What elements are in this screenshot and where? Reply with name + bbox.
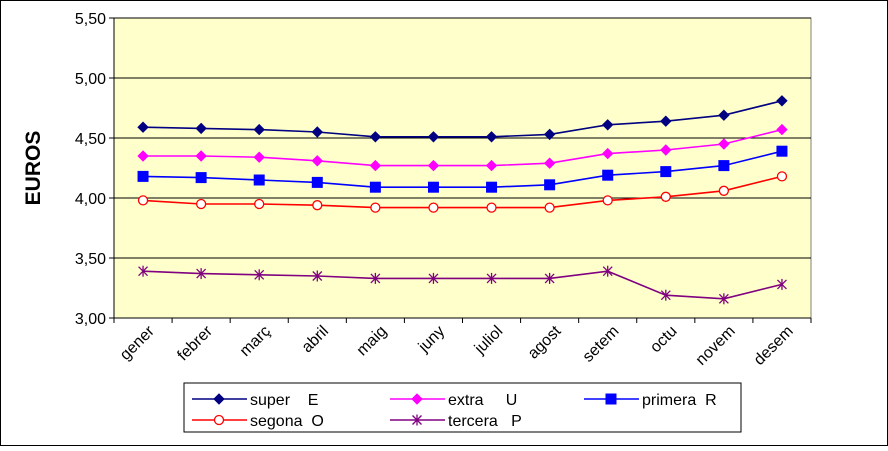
data-point <box>428 272 439 284</box>
legend-label: extra U <box>448 392 517 409</box>
data-point <box>544 272 555 284</box>
data-point <box>602 265 613 277</box>
series-2 <box>137 145 788 193</box>
series-line <box>143 150 783 188</box>
legend-marker <box>213 414 225 426</box>
data-point <box>660 289 671 301</box>
data-point <box>602 147 614 160</box>
y-tick-label: 5,00 <box>75 71 106 88</box>
data-point <box>718 138 730 150</box>
series-group <box>137 95 788 305</box>
data-point <box>543 157 556 169</box>
data-point <box>718 160 730 172</box>
data-point <box>196 268 207 280</box>
data-point <box>254 198 265 210</box>
y-tick-label: 3,00 <box>75 311 106 328</box>
legend-label: super E <box>250 392 318 409</box>
data-point <box>311 155 323 167</box>
data-point <box>312 200 323 211</box>
series-line <box>142 175 783 209</box>
y-tick-label: 3,50 <box>75 251 106 268</box>
y-tick-label: 4,50 <box>75 131 106 148</box>
legend-label: segona O <box>250 413 324 430</box>
data-point <box>428 202 439 213</box>
data-point <box>427 131 440 143</box>
data-point <box>660 115 672 127</box>
data-point <box>427 159 440 172</box>
data-point <box>660 144 672 156</box>
data-point <box>776 278 787 290</box>
data-point <box>369 131 382 143</box>
data-point <box>486 202 497 213</box>
data-point <box>776 95 788 107</box>
legend: super E extra U primera R segona O tercera P <box>183 382 742 433</box>
data-point <box>369 159 382 172</box>
data-point <box>427 181 439 193</box>
legend-marker <box>411 393 423 405</box>
data-point <box>370 202 381 213</box>
data-point <box>311 176 323 188</box>
series-line <box>143 100 783 138</box>
data-point <box>718 109 730 121</box>
data-point <box>544 202 555 213</box>
data-point <box>312 270 323 282</box>
legend-entry: primera R <box>584 392 717 409</box>
data-point <box>253 123 265 136</box>
data-point <box>544 179 556 191</box>
series-1 <box>137 123 788 172</box>
legend-entry: super E <box>192 392 318 409</box>
data-point <box>543 128 556 141</box>
y-tick-label: 5,50 <box>75 11 106 28</box>
legend-marker <box>605 393 617 405</box>
data-point <box>195 198 207 210</box>
data-point <box>137 121 149 133</box>
data-point <box>137 170 149 182</box>
data-point <box>370 272 381 284</box>
y-tick-label: 4,00 <box>75 191 106 208</box>
series-3 <box>137 171 788 213</box>
data-point <box>776 145 788 157</box>
legend-box <box>183 382 742 433</box>
data-point <box>195 172 207 184</box>
data-point <box>602 169 614 181</box>
legend-label: tercera P <box>448 413 522 430</box>
series-4 <box>138 265 787 305</box>
legend-label: primera R <box>642 392 717 409</box>
legend-entry: extra U <box>390 392 517 409</box>
data-point <box>253 151 265 163</box>
data-point <box>660 166 672 178</box>
data-point <box>718 293 729 305</box>
data-point <box>369 181 381 193</box>
legend-entry: tercera P <box>390 413 522 430</box>
data-point <box>137 150 149 162</box>
legend-marker <box>213 393 225 405</box>
data-point <box>718 185 730 196</box>
data-point <box>660 191 671 202</box>
legend-marker <box>412 414 422 426</box>
series-0 <box>137 95 788 143</box>
legend-entry: segona O <box>192 413 324 430</box>
data-point <box>602 195 613 206</box>
data-point <box>138 265 149 277</box>
data-point <box>195 122 207 135</box>
data-point <box>137 195 149 206</box>
data-point <box>195 150 207 162</box>
data-point <box>253 174 265 186</box>
series-line <box>143 128 783 167</box>
data-point <box>311 126 323 138</box>
data-point <box>776 123 788 136</box>
data-point <box>602 119 614 131</box>
series-line <box>143 270 783 300</box>
data-point <box>486 181 498 193</box>
y-axis-label: EUROS <box>22 131 45 206</box>
data-point <box>486 272 497 284</box>
data-point <box>254 269 265 281</box>
data-point <box>485 131 498 143</box>
data-point <box>485 159 498 172</box>
data-point <box>776 171 788 182</box>
